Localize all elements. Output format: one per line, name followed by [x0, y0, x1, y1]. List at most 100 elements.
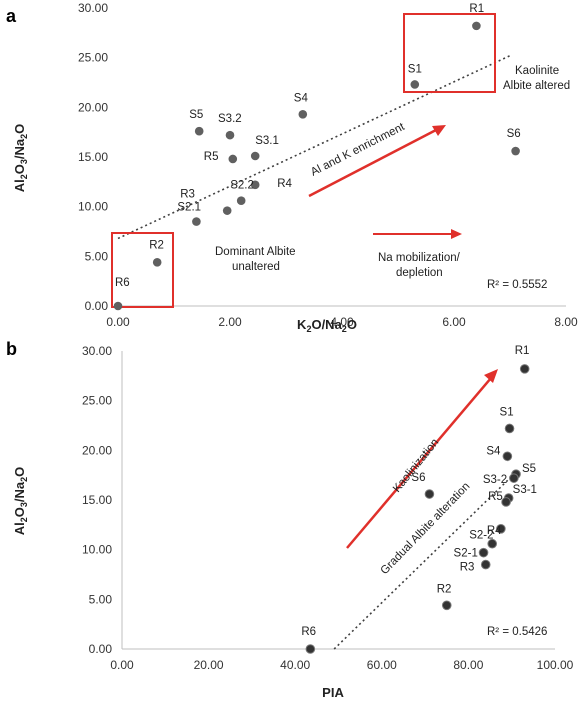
point-label: S1 — [500, 406, 514, 418]
albite-box — [111, 232, 174, 308]
x-axis-title-b: PIA — [322, 685, 344, 700]
y-tick-label: 10.00 — [78, 200, 108, 214]
y-tick-label: 25.00 — [78, 51, 108, 65]
data-point — [298, 109, 308, 119]
point-label: S6 — [507, 128, 521, 140]
y-tick-label: 20.00 — [82, 443, 112, 457]
x-tick-label: 2.00 — [218, 315, 242, 329]
enrichment-arrow — [308, 128, 437, 198]
point-label: R2 — [149, 239, 164, 251]
x-tick-label: 60.00 — [367, 658, 397, 672]
data-point — [225, 130, 235, 140]
point-label: R5 — [204, 151, 219, 163]
na-arrow-head — [451, 229, 462, 239]
data-point — [194, 126, 204, 136]
data-point — [250, 180, 260, 190]
y-tick-label: 30.00 — [82, 344, 112, 358]
kaolinization-label: Kaolinization — [391, 437, 441, 495]
panel-b-trendline — [333, 471, 517, 650]
panel-b-arrows — [346, 369, 498, 549]
point-label: S6 — [411, 472, 425, 484]
y-axis-title-b: Al2O3/Na2O — [12, 467, 29, 536]
y-tick-label: 0.00 — [85, 299, 109, 313]
point-label: S3-1 — [513, 484, 537, 496]
point-label: S2.1 — [177, 202, 201, 214]
point-label: R2 — [437, 583, 452, 595]
data-point — [509, 473, 519, 483]
panel-b: b 0.00 20.00 40.00 60.00 80.00 100.00 0.00 5.00… — [6, 339, 574, 700]
data-point — [236, 196, 246, 206]
y-axis-title-a: Al2O3/Na2O — [12, 124, 29, 193]
panel-a: a 0.00 2.00 4.00 6.00 8.00 0.00 5.00 10.00 15.00… — [6, 1, 578, 334]
y-tick-label: 5.00 — [85, 249, 109, 263]
data-point — [519, 364, 530, 374]
point-label: R4 — [487, 525, 502, 537]
r2-label-b: R² = 0.5426 — [487, 626, 547, 638]
y-tick-label: 20.00 — [78, 100, 108, 114]
panel-a-axes: 0.00 2.00 4.00 6.00 8.00 0.00 5.00 10.00 15.00 20… — [78, 1, 578, 329]
point-label: R6 — [301, 626, 316, 638]
kaolinization-arrow — [346, 377, 492, 549]
point-label: R1 — [515, 345, 530, 357]
data-point — [410, 80, 420, 89]
data-point — [511, 146, 520, 156]
kaolinite-label-1: Kaolinite — [515, 65, 559, 77]
point-label: S5 — [522, 463, 536, 475]
data-point — [502, 451, 513, 462]
na-label-2: depletion — [396, 267, 443, 279]
point-label: S4 — [486, 445, 501, 457]
data-point — [504, 423, 515, 434]
kaolinite-label-2: Albite altered — [503, 80, 570, 92]
data-point — [441, 600, 452, 611]
data-point — [228, 154, 238, 164]
data-point — [152, 257, 162, 267]
point-label: R6 — [115, 277, 130, 289]
point-label: S3-2 — [483, 474, 507, 486]
y-tick-label: 5.00 — [89, 592, 113, 606]
point-label: R4 — [277, 178, 292, 190]
x-tick-label: 0.00 — [110, 658, 134, 672]
data-point — [496, 524, 506, 534]
panel-a-letter: a — [6, 6, 17, 26]
albite-label-1: Dominant Albite — [215, 246, 296, 258]
data-point — [113, 301, 123, 311]
panel-a-trendline — [117, 54, 511, 240]
x-tick-label: 40.00 — [280, 658, 310, 672]
kaolinite-box — [403, 13, 496, 93]
data-point — [305, 644, 316, 654]
data-point — [222, 206, 232, 215]
x-tick-label: 4.00 — [330, 315, 354, 329]
point-label: S3.2 — [218, 113, 242, 125]
x-tick-label: 6.00 — [442, 315, 466, 329]
point-label: S4 — [294, 92, 309, 104]
r2-label-a: R² = 0.5552 — [487, 279, 547, 291]
data-point — [250, 151, 260, 161]
point-label: R3 — [460, 562, 475, 574]
data-point — [472, 21, 481, 31]
panel-b-letter: b — [6, 339, 17, 359]
point-label: S3.1 — [255, 135, 279, 147]
x-tick-label: 0.00 — [106, 315, 130, 329]
x-axis-title-a: K2O/Na2O — [297, 317, 357, 334]
point-label: S1 — [408, 63, 422, 75]
na-label-1: Na mobilization/ — [378, 252, 461, 264]
point-label: R1 — [469, 3, 484, 15]
y-tick-label: 25.00 — [82, 394, 112, 408]
panel-a-arrows — [308, 125, 462, 239]
data-point — [424, 489, 435, 499]
y-tick-label: 15.00 — [82, 493, 112, 507]
data-point — [478, 547, 489, 558]
point-label: S2.2 — [230, 180, 254, 192]
trendline — [333, 471, 517, 650]
data-point — [192, 217, 201, 226]
data-point — [501, 497, 511, 507]
x-tick-label: 80.00 — [453, 658, 483, 672]
y-tick-label: 0.00 — [89, 642, 113, 656]
point-label: S5 — [189, 109, 203, 121]
trendline — [117, 54, 511, 240]
x-tick-label: 20.00 — [194, 658, 224, 672]
